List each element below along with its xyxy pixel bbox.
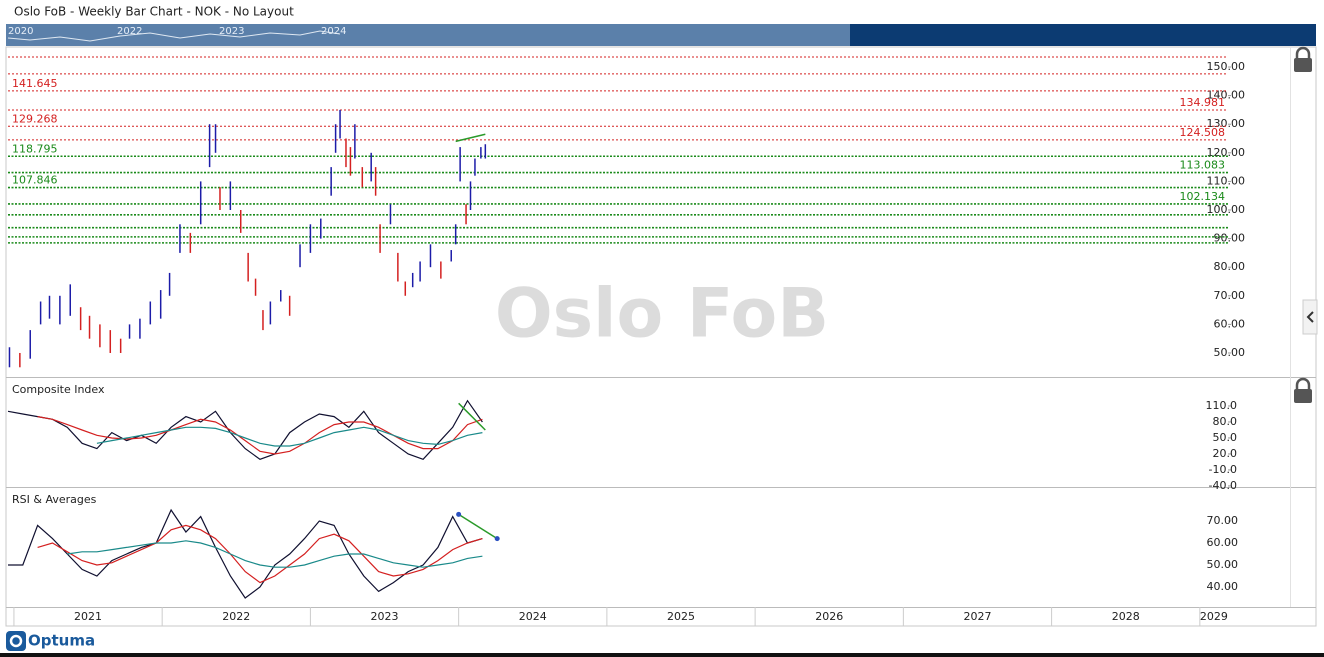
logo: Optuma [6, 631, 95, 651]
navigator-label: 2022 [117, 26, 142, 37]
indicator-line [96, 426, 483, 447]
y-tick-label: 140.00 [1207, 89, 1246, 102]
indicator-line [67, 540, 483, 568]
x-tick-label: 2025 [667, 610, 695, 623]
y-tick-label: 60.00 [1207, 536, 1239, 549]
window-title: Oslo FoB - Weekly Bar Chart - NOK - No L… [14, 5, 294, 19]
side-panel-toggle[interactable] [1302, 299, 1318, 335]
bottom-bar [0, 653, 1324, 657]
indicator-line [37, 524, 483, 584]
indicator-line [8, 508, 483, 599]
navigator-label: 2020 [8, 26, 33, 37]
trendline-handle [456, 511, 462, 517]
y-tick-label: 100.00 [1207, 203, 1246, 216]
level-label: 134.981 [1180, 96, 1226, 109]
trendline [458, 513, 498, 540]
navigator-sparkline [7, 30, 341, 42]
trendline-handle [494, 536, 500, 542]
x-tick-label: 2024 [519, 610, 547, 623]
y-tick-label: 80.0 [1213, 415, 1238, 428]
indicator-line [7, 399, 483, 460]
watermark: Oslo FoB [495, 275, 829, 354]
x-tick-label: 2021 [74, 610, 102, 623]
y-tick-label: 50.0 [1213, 431, 1238, 444]
y-tick-label: 90.00 [1214, 232, 1246, 245]
x-tick-label: 2026 [815, 610, 843, 623]
navigator-label: 2024 [321, 26, 346, 37]
logo-text: Optuma [28, 632, 95, 650]
navigator-background [850, 24, 1316, 46]
panel-title: RSI & Averages [12, 493, 97, 506]
y-tick-label: 70.00 [1214, 289, 1246, 302]
panel-title: Composite Index [12, 383, 105, 396]
level-label: 118.795 [12, 142, 58, 155]
x-tick-label: 2027 [963, 610, 991, 623]
y-tick-label: -10.0 [1209, 463, 1237, 476]
x-tick-label: 2023 [371, 610, 399, 623]
x-tick-label: 2028 [1112, 610, 1140, 623]
level-label: 129.268 [12, 112, 58, 125]
trendline [458, 402, 486, 431]
y-tick-label: 110.00 [1207, 174, 1246, 187]
trendline [455, 133, 486, 143]
y-tick-label: 50.00 [1214, 346, 1246, 359]
indicator-line [37, 416, 483, 455]
y-tick-label: 70.00 [1207, 514, 1239, 527]
navigator-range[interactable] [6, 24, 850, 46]
chart-frame [5, 46, 1317, 627]
lock-icon[interactable] [1294, 377, 1312, 403]
y-tick-label: -40.0 [1209, 479, 1237, 492]
level-label: 124.508 [1180, 126, 1226, 139]
lock-icon[interactable] [1294, 46, 1312, 72]
y-tick-label: 80.00 [1214, 260, 1246, 273]
y-tick-label: 50.00 [1207, 558, 1239, 571]
y-tick-label: 60.00 [1214, 317, 1246, 330]
x-tick-label: 2029 [1200, 610, 1228, 623]
y-tick-label: 20.0 [1213, 447, 1238, 460]
level-label: 113.083 [1180, 159, 1226, 172]
level-label: 107.846 [12, 174, 58, 187]
y-tick-label: 130.00 [1207, 117, 1246, 130]
navigator-label: 2023 [219, 26, 244, 37]
y-tick-label: 110.0 [1206, 399, 1238, 412]
level-label: 141.645 [12, 77, 58, 90]
y-tick-label: 150.00 [1207, 60, 1246, 73]
level-label: 102.134 [1180, 190, 1226, 203]
x-tick-label: 2022 [222, 610, 250, 623]
y-tick-label: 40.00 [1207, 580, 1239, 593]
